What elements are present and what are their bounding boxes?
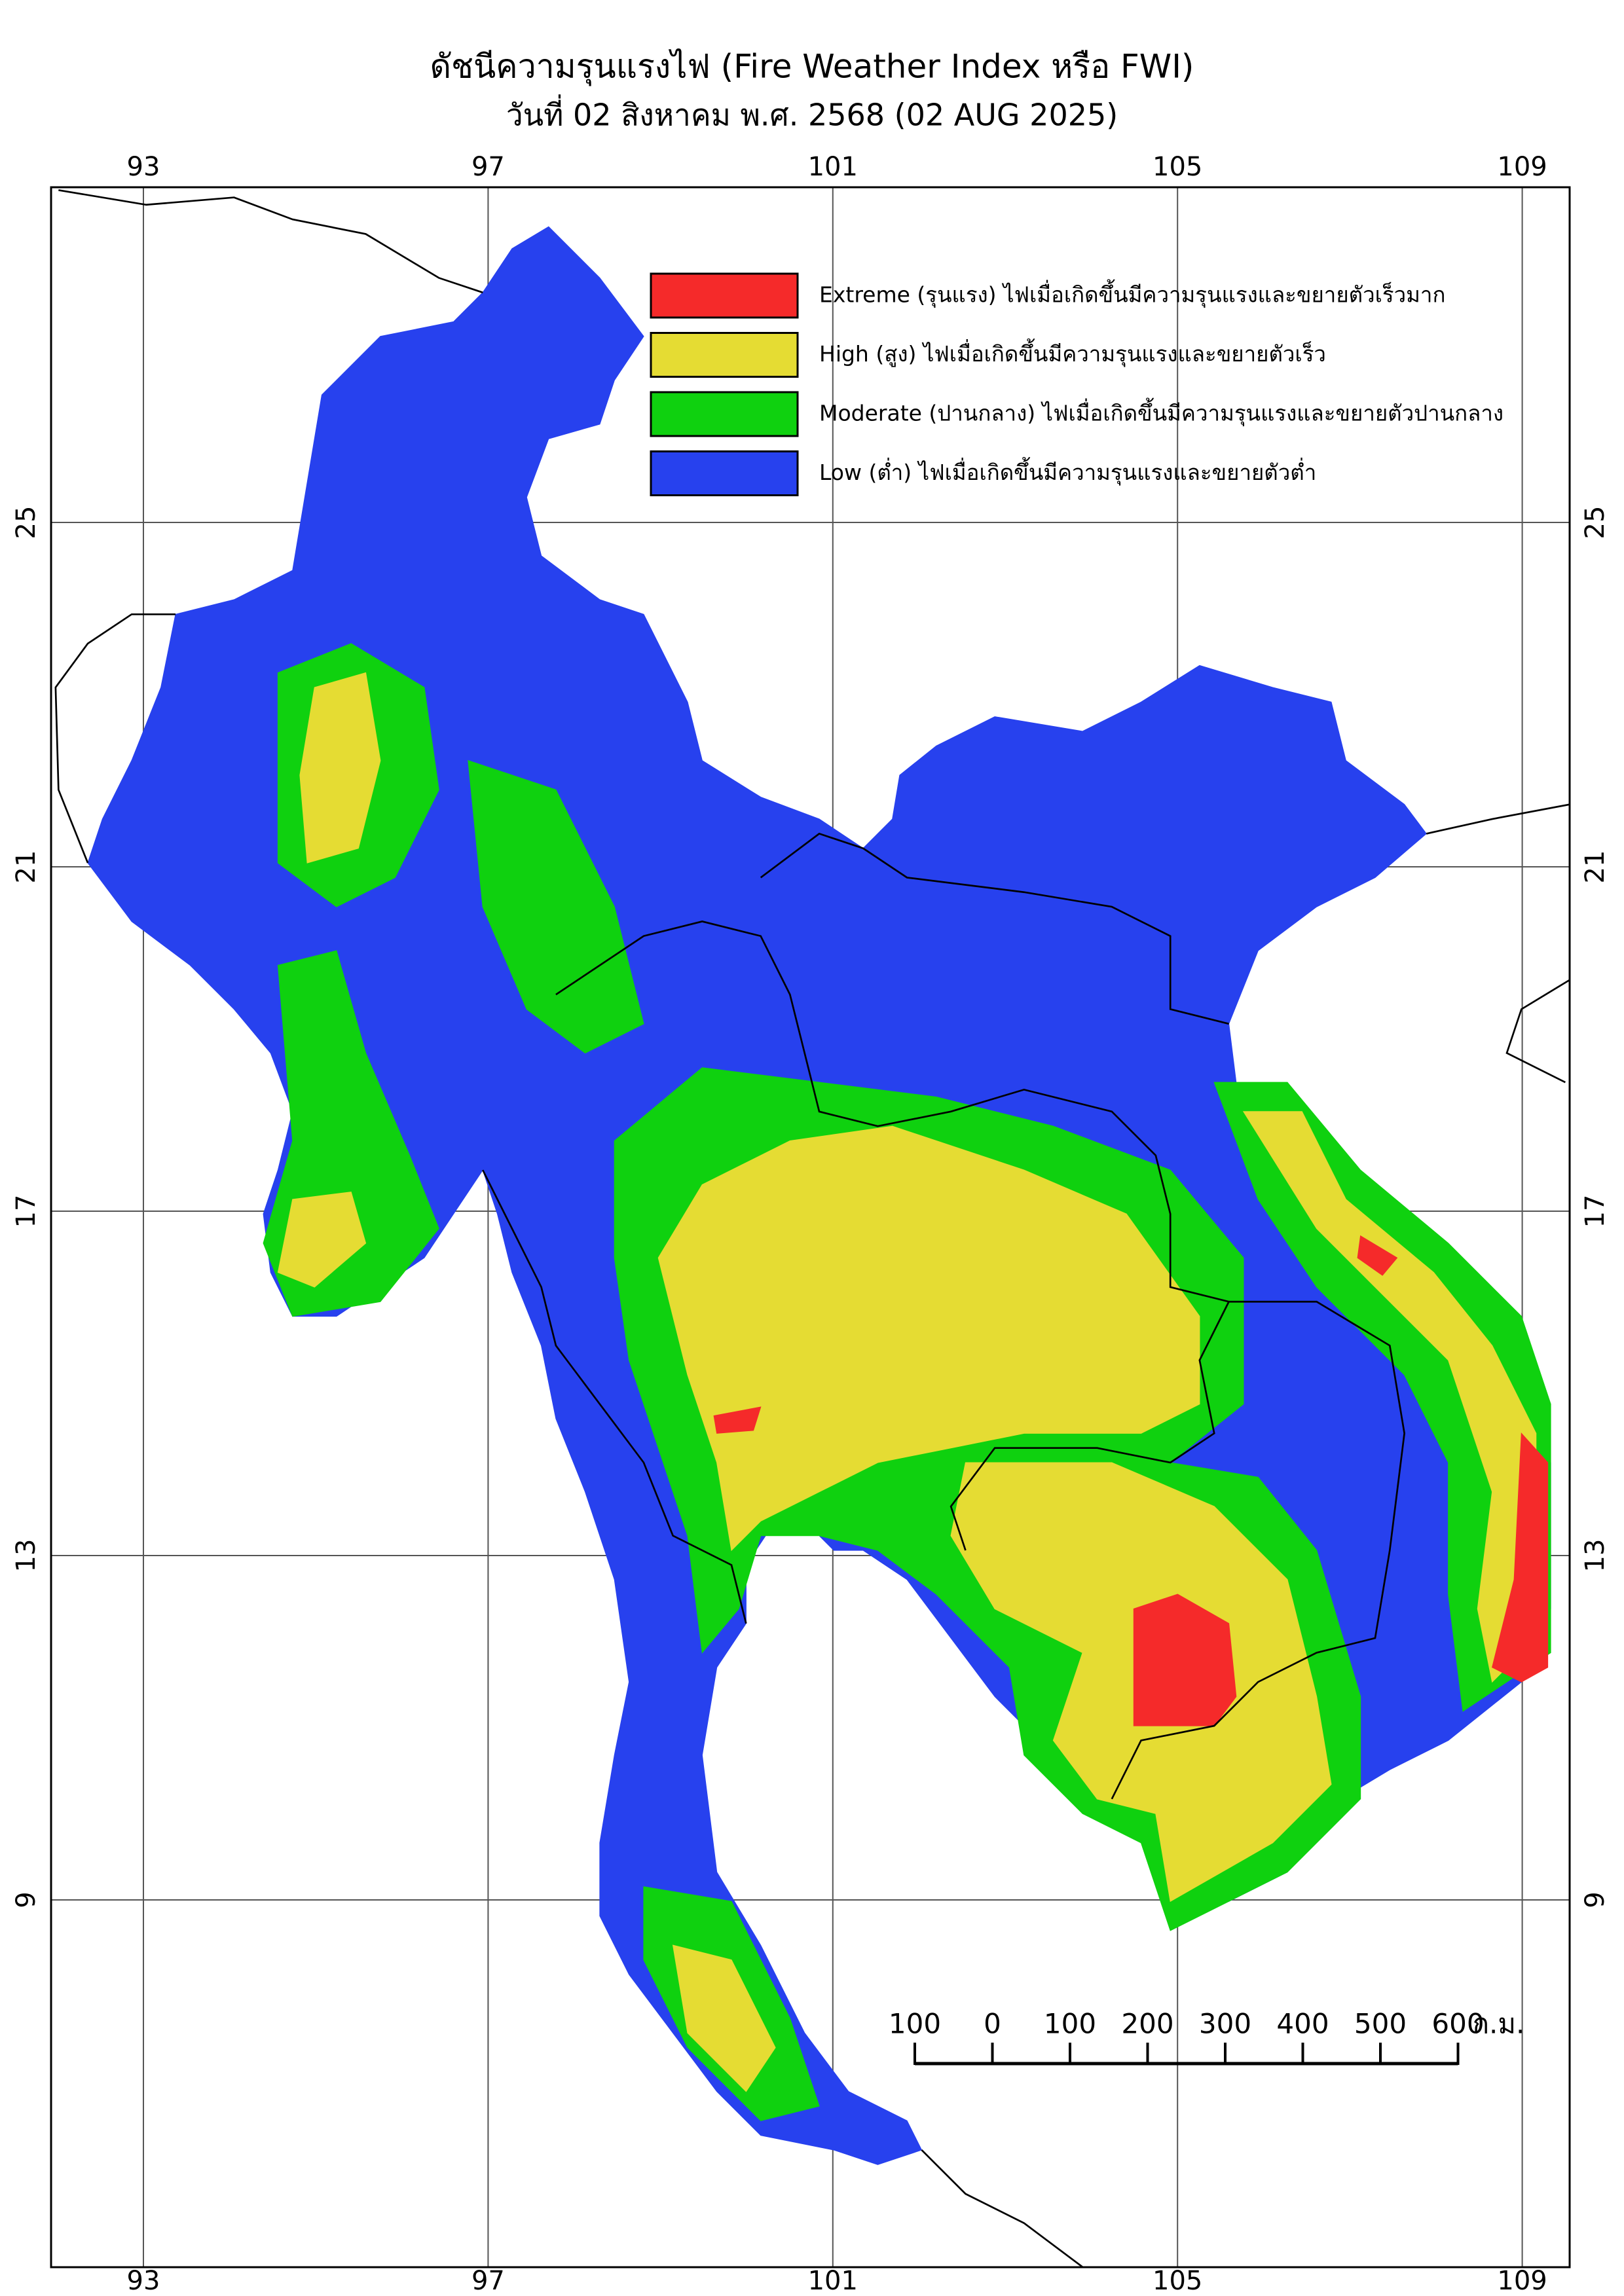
lon-tick-label: 101	[808, 152, 858, 182]
lat-tick-label: 13	[11, 1539, 41, 1573]
land-high	[299, 672, 381, 864]
land-extreme	[713, 1406, 762, 1434]
lat-tick-label: 21	[1580, 850, 1610, 884]
lat-tick-label: 25	[1580, 506, 1610, 539]
lon-tick-label: 97	[471, 2266, 505, 2296]
lon-tick-label: 97	[471, 152, 505, 182]
land-moderate	[468, 759, 644, 1054]
lat-tick-label: 25	[11, 506, 41, 539]
map-frame	[50, 186, 1571, 2269]
legend: Extreme (รุนแรง) ไฟเมื่อเกิดขึ้นมีความรุ…	[650, 272, 1504, 496]
scale-label: 100	[1044, 2008, 1096, 2040]
legend-label: Extreme (รุนแรง) ไฟเมื่อเกิดขึ้นมีความรุ…	[819, 280, 1445, 308]
scale-label: 300	[1199, 2008, 1251, 2040]
lon-tick-label: 109	[1497, 2266, 1547, 2296]
lon-tick-label: 93	[127, 2266, 160, 2296]
legend-swatch	[650, 391, 799, 437]
map-area	[51, 187, 1570, 2267]
lon-tick-label: 105	[1153, 2266, 1202, 2296]
land-high	[657, 1125, 1200, 1552]
coast	[54, 613, 176, 864]
land-extreme	[1492, 1432, 1549, 1683]
legend-swatch	[650, 450, 799, 496]
land-extreme	[1357, 1235, 1398, 1276]
map-subtitle: วันที่ 02 สิงหาคม พ.ศ. 2568 (02 AUG 2025…	[506, 94, 1118, 133]
coast	[1505, 979, 1570, 1084]
lat-tick-label: 9	[1580, 1891, 1610, 1908]
scale-label: 500	[1354, 2008, 1407, 2040]
lat-tick-label: 17	[11, 1195, 41, 1228]
scale-unit: ก.ม.	[1473, 2008, 1525, 2040]
lon-tick-label: 105	[1153, 152, 1202, 182]
scale-label: 400	[1276, 2008, 1329, 2040]
legend-swatch	[650, 332, 799, 378]
lat-tick-label: 9	[11, 1891, 41, 1908]
scale-label: 200	[1121, 2008, 1173, 2040]
lat-tick-label: 17	[1580, 1195, 1610, 1228]
scale-label: 600	[1431, 2008, 1484, 2040]
coast	[58, 189, 483, 294]
land-moderate	[1213, 1082, 1551, 1712]
map-title: ดัชนีความรุนแรงไฟ (Fire Weather Index หร…	[430, 48, 1194, 86]
legend-label: Moderate (ปานกลาง) ไฟเมื่อเกิดขึ้นมีความ…	[819, 398, 1504, 427]
country-border	[1111, 1300, 1405, 1800]
lat-tick-label: 13	[1580, 1539, 1610, 1573]
legend-label: High (สูง) ไฟเมื่อเกิดขึ้นมีความรุนแรงแล…	[819, 338, 1326, 367]
land-high	[672, 1944, 776, 2092]
lon-tick-label: 93	[127, 152, 160, 182]
legend-swatch	[650, 272, 799, 319]
country-border	[555, 920, 1230, 1551]
coast	[921, 2149, 1083, 2267]
land-high	[277, 1192, 367, 1288]
country-border	[760, 832, 1229, 1025]
country-border	[482, 1169, 747, 1624]
lon-tick-label: 109	[1497, 152, 1547, 182]
legend-label: Low (ต่ำ) ไฟเมื่อเกิดขึ้นมีความรุนแรงและ…	[819, 457, 1316, 486]
land	[54, 189, 1570, 2267]
scale-label: 100	[889, 2008, 941, 2040]
coast	[1426, 803, 1570, 835]
land-extreme	[1133, 1594, 1237, 1726]
scale-label: 0	[984, 2008, 1001, 2040]
lon-tick-label: 101	[808, 2266, 858, 2296]
lat-tick-label: 21	[11, 850, 41, 884]
